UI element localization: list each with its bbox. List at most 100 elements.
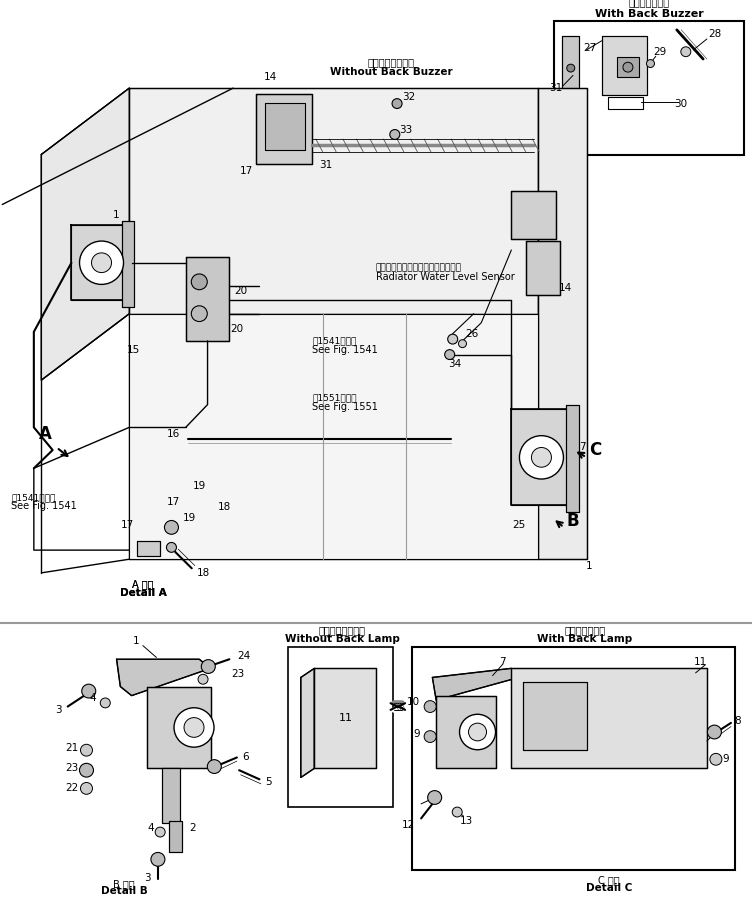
Circle shape [80, 241, 123, 284]
Circle shape [92, 253, 111, 272]
Polygon shape [608, 97, 643, 109]
Circle shape [155, 827, 165, 837]
Polygon shape [301, 668, 314, 777]
Text: 22: 22 [65, 784, 78, 794]
Text: 30: 30 [674, 100, 687, 110]
Circle shape [710, 753, 722, 765]
Text: C: C [590, 441, 602, 459]
Text: 1: 1 [586, 561, 592, 571]
Text: With Back Lamp: With Back Lamp [538, 634, 632, 644]
Circle shape [444, 350, 455, 359]
Text: 6: 6 [242, 751, 249, 761]
Text: See Fig. 1541: See Fig. 1541 [11, 501, 77, 511]
Text: 2: 2 [190, 822, 196, 833]
Text: A 詳細: A 詳細 [132, 579, 153, 589]
Text: See Fig. 1541: See Fig. 1541 [312, 345, 378, 355]
Text: 7: 7 [499, 657, 505, 667]
Text: 4: 4 [147, 822, 154, 833]
Text: 27: 27 [584, 43, 597, 54]
Circle shape [447, 334, 458, 344]
Text: B: B [567, 512, 579, 530]
Text: 31: 31 [319, 161, 332, 171]
Text: バックブザーなし: バックブザーなし [368, 57, 414, 67]
Circle shape [191, 274, 208, 290]
Bar [288, 647, 393, 807]
Text: 23: 23 [232, 669, 245, 678]
Polygon shape [526, 241, 560, 295]
Polygon shape [71, 225, 132, 300]
Polygon shape [122, 221, 134, 307]
Polygon shape [147, 687, 211, 768]
Circle shape [390, 129, 400, 139]
Text: バックランプなし: バックランプなし [319, 625, 365, 635]
Text: 20: 20 [230, 324, 244, 334]
Polygon shape [169, 821, 182, 852]
Text: 12: 12 [402, 820, 415, 830]
Text: 3: 3 [144, 872, 150, 882]
Circle shape [428, 791, 441, 804]
Circle shape [191, 306, 208, 321]
Circle shape [392, 99, 402, 109]
Text: 24: 24 [237, 651, 250, 661]
Polygon shape [129, 314, 538, 559]
Polygon shape [562, 36, 579, 100]
Bar [554, 21, 744, 155]
Circle shape [468, 723, 487, 741]
Text: 20: 20 [234, 286, 247, 296]
Text: 23: 23 [65, 763, 78, 773]
Polygon shape [511, 191, 556, 239]
Circle shape [151, 853, 165, 866]
Text: 33: 33 [399, 125, 413, 135]
Text: Without Back Lamp: Without Back Lamp [285, 634, 399, 644]
Text: ㅔ1551図参照: ㅔ1551図参照 [312, 394, 356, 402]
Text: 9: 9 [413, 729, 420, 738]
Polygon shape [566, 404, 579, 512]
Circle shape [424, 701, 436, 713]
Circle shape [567, 65, 575, 72]
Text: 28: 28 [708, 30, 721, 40]
Text: 15: 15 [127, 345, 141, 355]
Text: 25: 25 [512, 520, 526, 530]
Circle shape [174, 708, 214, 748]
Text: 21: 21 [65, 743, 78, 753]
Text: 14: 14 [264, 72, 277, 82]
Text: 4: 4 [89, 693, 96, 703]
Text: 18: 18 [197, 568, 211, 578]
Polygon shape [511, 668, 707, 768]
Polygon shape [117, 659, 211, 696]
Circle shape [80, 783, 92, 795]
Polygon shape [265, 102, 305, 150]
Circle shape [165, 521, 178, 534]
Text: 19: 19 [183, 513, 196, 523]
Text: バックブザー付: バックブザー付 [629, 0, 669, 7]
Text: 10: 10 [407, 697, 420, 707]
Bar [412, 647, 735, 870]
Polygon shape [617, 57, 639, 78]
Polygon shape [314, 668, 376, 768]
Polygon shape [162, 768, 180, 823]
Circle shape [520, 436, 563, 479]
Text: 31: 31 [549, 83, 562, 93]
Text: See Fig. 1551: See Fig. 1551 [312, 402, 378, 413]
Text: Radiator Water Level Sensor: Radiator Water Level Sensor [376, 272, 515, 282]
Text: 8: 8 [735, 716, 741, 726]
Circle shape [202, 660, 215, 674]
Text: Detail C: Detail C [586, 882, 632, 893]
Text: 9: 9 [723, 754, 729, 764]
Text: 14: 14 [559, 283, 572, 294]
Circle shape [80, 763, 93, 777]
Text: B 詳細: B 詳細 [114, 879, 135, 889]
Circle shape [198, 675, 208, 684]
Text: Detail A: Detail A [120, 588, 166, 598]
Text: A 詳細: A 詳細 [132, 579, 153, 589]
Circle shape [452, 807, 462, 817]
Polygon shape [129, 88, 538, 314]
Polygon shape [432, 668, 519, 701]
Text: Without Back Buzzer: Without Back Buzzer [329, 66, 453, 77]
Polygon shape [137, 541, 160, 557]
Polygon shape [602, 36, 647, 95]
Circle shape [184, 717, 204, 737]
Text: 7: 7 [580, 442, 586, 452]
Text: A: A [38, 425, 52, 443]
Polygon shape [511, 409, 572, 505]
